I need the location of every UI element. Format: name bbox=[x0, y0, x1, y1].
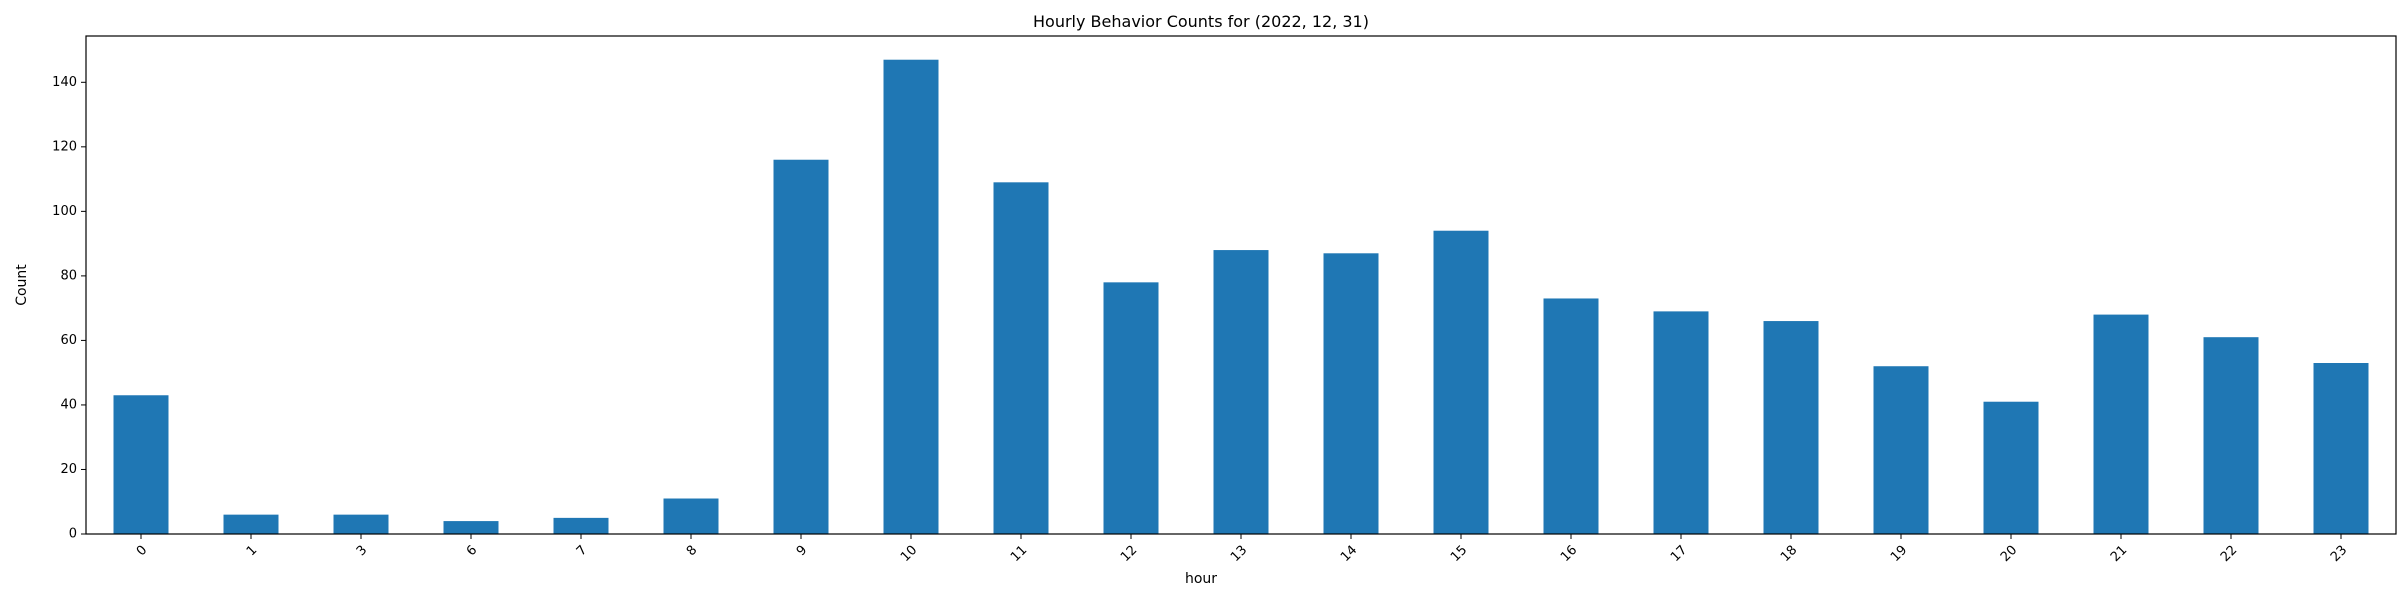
bar-hour-11 bbox=[993, 182, 1049, 534]
y-tick-label: 60 bbox=[60, 333, 77, 348]
bar-hour-7 bbox=[553, 517, 609, 534]
y-tick-label: 20 bbox=[60, 462, 77, 477]
plot-frame bbox=[85, 35, 2397, 535]
bar-hour-14 bbox=[1323, 253, 1379, 535]
bar-hour-18 bbox=[1763, 321, 1819, 534]
bar-hour-23 bbox=[2313, 363, 2369, 534]
bar-hour-6 bbox=[443, 521, 499, 534]
y-tick-label: 140 bbox=[52, 75, 77, 90]
bar-hour-15 bbox=[1433, 230, 1489, 534]
chart-title: Hourly Behavior Counts for (2022, 12, 31… bbox=[1033, 12, 1369, 31]
y-tick-label: 120 bbox=[52, 139, 77, 154]
y-axis-ticks: 0 20 40 60 80 100 120 140 bbox=[52, 75, 86, 542]
y-tick-label: 0 bbox=[69, 527, 77, 542]
bar-hour-22 bbox=[2203, 337, 2259, 534]
bar-hour-21 bbox=[2093, 314, 2149, 534]
bar-hour-20 bbox=[1983, 401, 2039, 534]
y-tick-label: 40 bbox=[60, 397, 77, 412]
plot-area-border bbox=[85, 35, 2397, 535]
bar-hour-8 bbox=[663, 498, 719, 534]
y-tick-label: 100 bbox=[52, 204, 77, 219]
bars bbox=[113, 59, 2369, 535]
bar-hour-0 bbox=[113, 395, 169, 534]
bar-hour-13 bbox=[1213, 250, 1269, 534]
bar-hour-10 bbox=[883, 59, 939, 535]
bar-hour-9 bbox=[773, 159, 829, 535]
x-axis-label: hour bbox=[1185, 571, 1217, 587]
bar-hour-1 bbox=[223, 514, 279, 534]
y-axis-label: Count bbox=[14, 264, 30, 306]
bar-hour-17 bbox=[1653, 311, 1709, 534]
bar-hour-3 bbox=[333, 514, 389, 534]
bar-hour-19 bbox=[1873, 366, 1929, 534]
bar-hour-12 bbox=[1103, 282, 1159, 534]
bar-hour-16 bbox=[1543, 298, 1599, 534]
y-tick-label: 80 bbox=[60, 268, 77, 283]
